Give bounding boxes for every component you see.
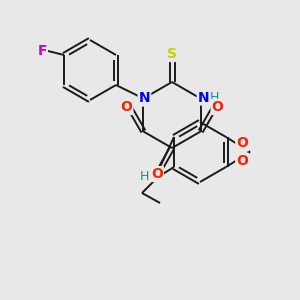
Text: O: O [236, 136, 248, 150]
Text: O: O [236, 154, 248, 168]
Text: N: N [139, 92, 150, 106]
Text: O: O [121, 100, 132, 114]
Text: F: F [37, 44, 47, 58]
Text: N: N [198, 91, 209, 104]
Text: O: O [212, 100, 224, 114]
Text: S: S [167, 47, 177, 61]
Text: O: O [151, 167, 163, 181]
Text: H: H [210, 91, 219, 104]
Text: H: H [139, 169, 149, 182]
